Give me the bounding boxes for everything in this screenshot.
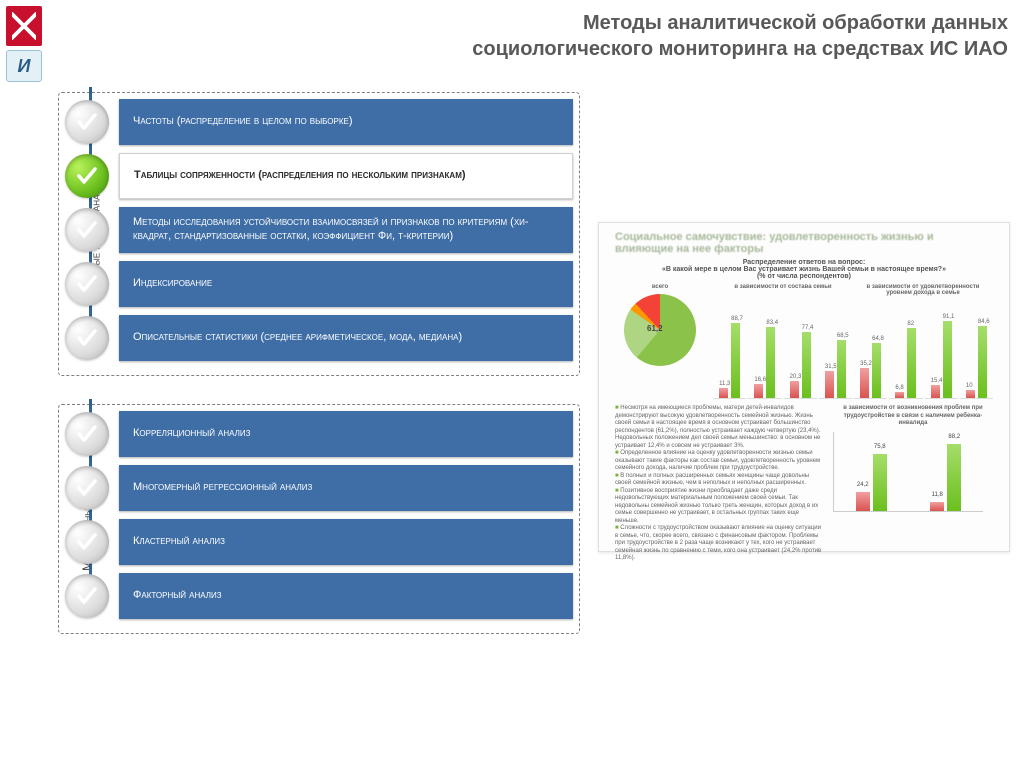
- bar-group: 15,491,1: [925, 296, 958, 399]
- bar-group: 11,888,2: [930, 444, 961, 510]
- report-preview: Социальное самочувствие: удовлетвореннос…: [598, 222, 1010, 552]
- bottom-bar-chart: 24,275,8 11,888,2: [833, 432, 983, 512]
- method-group: Базовые методы анализаЧастоты (распредел…: [58, 92, 580, 376]
- logo-emblem-icon: [6, 6, 42, 46]
- bar-group: 11,388,7: [713, 296, 746, 399]
- method-item[interactable]: Корреляционный анализ: [65, 411, 573, 457]
- title-line-1: Методы аналитической обработки данных: [583, 12, 1008, 34]
- method-label: Методы исследования устойчивости взаимос…: [119, 207, 573, 253]
- preview-text: Несмотря на имеющиеся проблемы, матери д…: [615, 405, 993, 563]
- check-icon: [65, 574, 109, 618]
- bar-group: 24,275,8: [856, 454, 887, 511]
- method-group: Многомерный анализКорреляционный анализМ…: [58, 404, 580, 634]
- method-label: Таблицы сопряженности (распределения по …: [119, 153, 573, 199]
- title-line-2: социологического мониторинга на средства…: [472, 38, 1008, 60]
- bar-group: 31,568,5: [819, 296, 852, 399]
- method-item[interactable]: Индексирование: [65, 261, 573, 307]
- method-item[interactable]: Частоты (распределение в целом по выборк…: [65, 99, 573, 145]
- method-item[interactable]: Методы исследования устойчивости взаимос…: [65, 207, 573, 253]
- check-icon: [65, 316, 109, 360]
- check-icon: [65, 262, 109, 306]
- method-item[interactable]: Описательные статистики (среднее арифмет…: [65, 315, 573, 361]
- method-label: Индексирование: [119, 261, 573, 307]
- check-icon: [65, 154, 109, 198]
- method-item[interactable]: Таблицы сопряженности (распределения по …: [65, 153, 573, 199]
- method-label: Частоты (распределение в целом по выборк…: [119, 99, 573, 145]
- preview-heading: Социальное самочувствие: удовлетвореннос…: [615, 231, 993, 255]
- content: Базовые методы анализаЧастоты (распредел…: [30, 92, 1010, 757]
- preview-question: Распределение ответов на вопрос: «В како…: [615, 259, 993, 280]
- method-label: Факторный анализ: [119, 573, 573, 619]
- bullet-text: Несмотря на имеющиеся проблемы, матери д…: [615, 405, 823, 450]
- top-bar-charts: в зависимости от состава семьи в зависим…: [713, 284, 993, 399]
- bar-group: 6,882: [889, 296, 922, 399]
- check-icon: [65, 466, 109, 510]
- bullet-text: Определенное влияние на оценку удовлетво…: [615, 450, 823, 473]
- bar-group: 1084,6: [960, 296, 993, 399]
- check-icon: [65, 208, 109, 252]
- check-icon: [65, 100, 109, 144]
- preview-column: Социальное самочувствие: удовлетвореннос…: [598, 92, 1010, 757]
- method-item[interactable]: Факторный анализ: [65, 573, 573, 619]
- method-label: Описательные статистики (среднее арифмет…: [119, 315, 573, 361]
- pie-chart: всего 61,2: [615, 284, 705, 399]
- check-icon: [65, 520, 109, 564]
- bar-group: 35,264,8: [854, 296, 887, 399]
- bullet-text: Позитивное восприятие жизни преобладает …: [615, 488, 823, 526]
- bullet-text: Сложности с трудоустройством оказывают в…: [615, 525, 823, 563]
- logo-stack: И: [6, 6, 46, 82]
- method-item[interactable]: Многомерный регрессионный анализ: [65, 465, 573, 511]
- bar-group: 20,377,4: [784, 296, 817, 399]
- method-label: Кластерный анализ: [119, 519, 573, 565]
- methods-column: Базовые методы анализаЧастоты (распредел…: [30, 92, 580, 757]
- bullet-text: В полных и полных расширенных семьях жен…: [615, 473, 823, 488]
- logo-app-icon: И: [6, 50, 42, 82]
- check-icon: [65, 412, 109, 456]
- preview-top-charts: всего 61,2 в зависимости от состава семь…: [615, 284, 993, 399]
- method-label: Корреляционный анализ: [119, 411, 573, 457]
- method-label: Многомерный регрессионный анализ: [119, 465, 573, 511]
- page-title: Методы аналитической обработки данных со…: [200, 10, 1008, 62]
- method-item[interactable]: Кластерный анализ: [65, 519, 573, 565]
- bar-group: 16,683,4: [748, 296, 781, 399]
